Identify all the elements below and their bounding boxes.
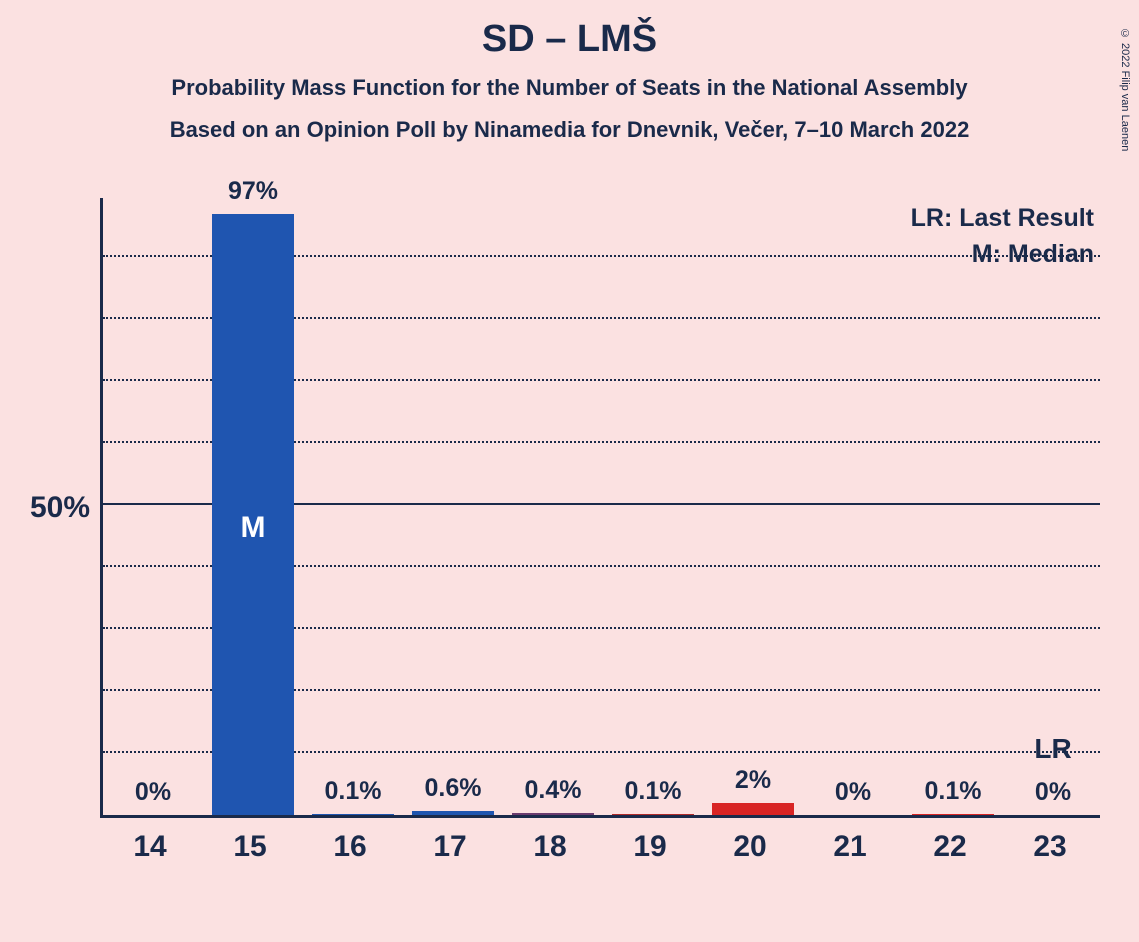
bar-value-label: 97%: [228, 177, 278, 206]
bar: [512, 813, 594, 815]
legend-lr: LR: Last Result: [911, 204, 1094, 233]
plot-area: LR: Last Result M: Median 0%97%M0.1%0.6%…: [100, 198, 1100, 818]
bar-value-label: 0.4%: [525, 776, 582, 805]
y-axis-tick-major: 50%: [30, 491, 90, 525]
median-marker: M: [241, 511, 266, 545]
copyright-text: © 2022 Filip van Laenen: [1119, 28, 1131, 151]
bar-value-label: 0.1%: [925, 777, 982, 806]
chart-subtitle: Probability Mass Function for the Number…: [0, 75, 1139, 101]
x-axis-tick: 21: [833, 830, 866, 864]
bar-value-label: 0.1%: [625, 777, 682, 806]
last-result-marker: LR: [1034, 733, 1071, 765]
x-axis-tick: 20: [733, 830, 766, 864]
chart-title: SD – LMŠ: [0, 18, 1139, 61]
bar: [412, 811, 494, 815]
x-axis-tick: 17: [433, 830, 466, 864]
bar-value-label: 0%: [1035, 778, 1071, 807]
x-axis-tick: 14: [133, 830, 166, 864]
x-axis-tick: 15: [233, 830, 266, 864]
bar-value-label: 0%: [835, 778, 871, 807]
x-axis-tick: 18: [533, 830, 566, 864]
bar: [912, 814, 994, 815]
bar-value-label: 0.6%: [425, 774, 482, 803]
chart-subtitle-2: Based on an Opinion Poll by Ninamedia fo…: [0, 117, 1139, 143]
bar-value-label: 0%: [135, 778, 171, 807]
bar: [612, 814, 694, 815]
x-axis-tick: 19: [633, 830, 666, 864]
bar: [312, 814, 394, 815]
x-axis-tick: 16: [333, 830, 366, 864]
x-axis-tick: 23: [1033, 830, 1066, 864]
bar-value-label: 0.1%: [325, 777, 382, 806]
bar: [712, 803, 794, 815]
chart-area: LR: Last Result M: Median 0%97%M0.1%0.6%…: [100, 198, 1100, 858]
bar-value-label: 2%: [735, 766, 771, 795]
x-axis-tick: 22: [933, 830, 966, 864]
